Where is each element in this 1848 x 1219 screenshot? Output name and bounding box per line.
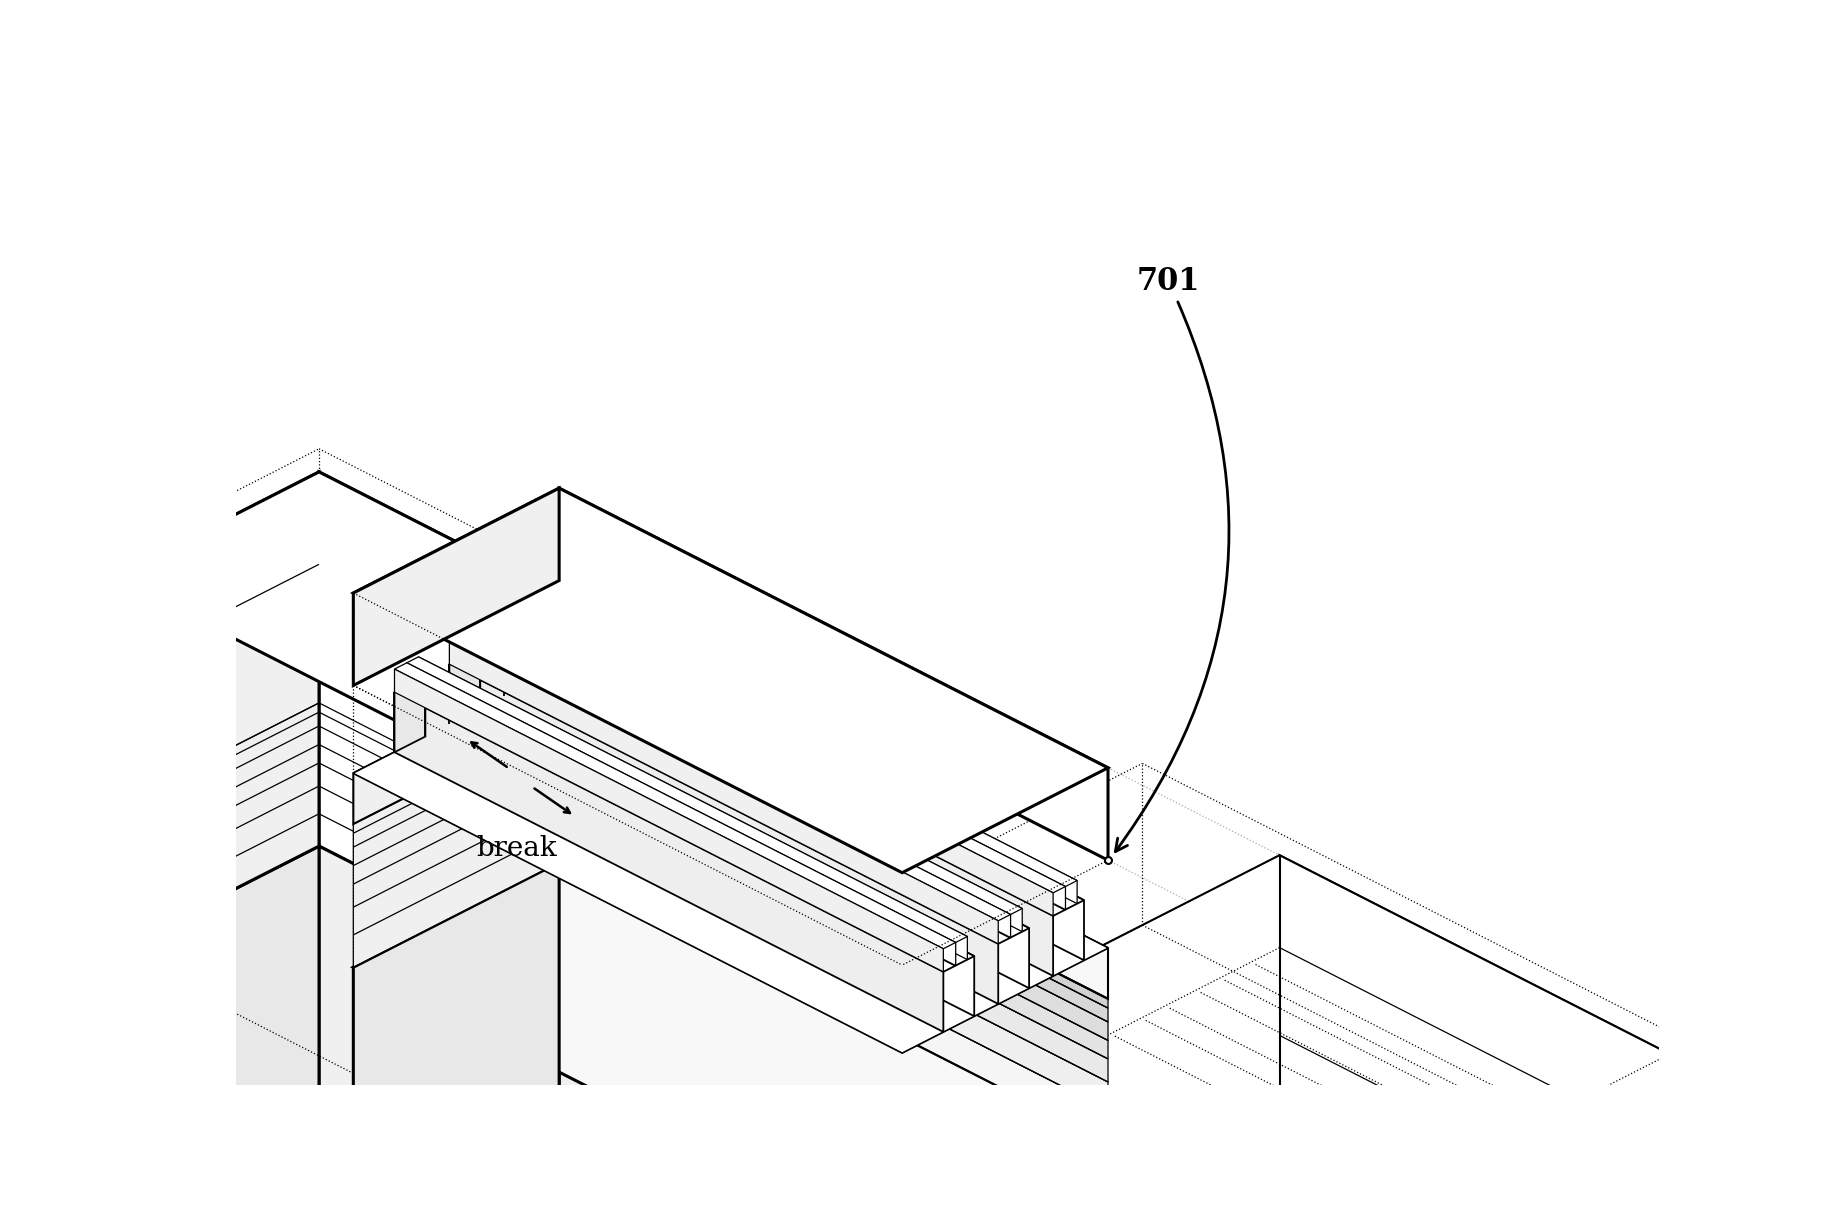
Polygon shape	[353, 668, 1107, 1053]
Polygon shape	[473, 629, 1022, 931]
Polygon shape	[505, 636, 1053, 976]
Polygon shape	[394, 677, 974, 972]
Polygon shape	[534, 620, 1083, 961]
Polygon shape	[394, 692, 942, 1032]
Polygon shape	[505, 620, 1083, 915]
Polygon shape	[558, 802, 1107, 1109]
Polygon shape	[460, 629, 1022, 914]
Polygon shape	[558, 488, 1107, 861]
Polygon shape	[353, 668, 1107, 1053]
Polygon shape	[505, 607, 1064, 892]
Polygon shape	[456, 1135, 1828, 1219]
Polygon shape	[480, 649, 1029, 989]
Polygon shape	[462, 635, 1011, 937]
Text: 701: 701	[1114, 266, 1229, 852]
Polygon shape	[449, 664, 998, 1004]
Polygon shape	[558, 729, 1107, 1022]
Polygon shape	[353, 862, 558, 1219]
Polygon shape	[460, 635, 1009, 937]
Polygon shape	[505, 613, 1053, 915]
Polygon shape	[558, 830, 1107, 1142]
Polygon shape	[394, 663, 955, 948]
Polygon shape	[113, 472, 867, 857]
Polygon shape	[394, 677, 425, 752]
Polygon shape	[1279, 856, 1828, 1219]
Polygon shape	[353, 719, 558, 967]
Polygon shape	[449, 649, 1029, 944]
Polygon shape	[353, 488, 558, 685]
Text: break: break	[477, 835, 556, 862]
Polygon shape	[505, 620, 534, 696]
Polygon shape	[425, 677, 974, 1017]
Polygon shape	[407, 657, 967, 942]
Polygon shape	[558, 862, 1107, 1219]
Polygon shape	[516, 607, 1064, 909]
Polygon shape	[418, 657, 967, 959]
Polygon shape	[320, 846, 867, 1219]
Polygon shape	[516, 607, 1064, 909]
Polygon shape	[394, 669, 942, 972]
Polygon shape	[449, 641, 998, 944]
Polygon shape	[558, 668, 1107, 998]
Polygon shape	[529, 601, 1077, 903]
Polygon shape	[407, 663, 955, 965]
Polygon shape	[558, 742, 1107, 1040]
Polygon shape	[113, 846, 320, 1219]
Polygon shape	[558, 719, 1107, 1008]
Polygon shape	[558, 761, 1107, 1059]
Polygon shape	[449, 635, 1011, 920]
Polygon shape	[320, 472, 867, 1126]
Polygon shape	[449, 649, 480, 724]
Polygon shape	[516, 601, 1077, 887]
Polygon shape	[558, 779, 1107, 1082]
Polygon shape	[113, 472, 320, 951]
Polygon shape	[353, 862, 1107, 1219]
Polygon shape	[407, 663, 955, 965]
Polygon shape	[0, 856, 1828, 1219]
Polygon shape	[353, 668, 558, 824]
Polygon shape	[353, 488, 1107, 873]
